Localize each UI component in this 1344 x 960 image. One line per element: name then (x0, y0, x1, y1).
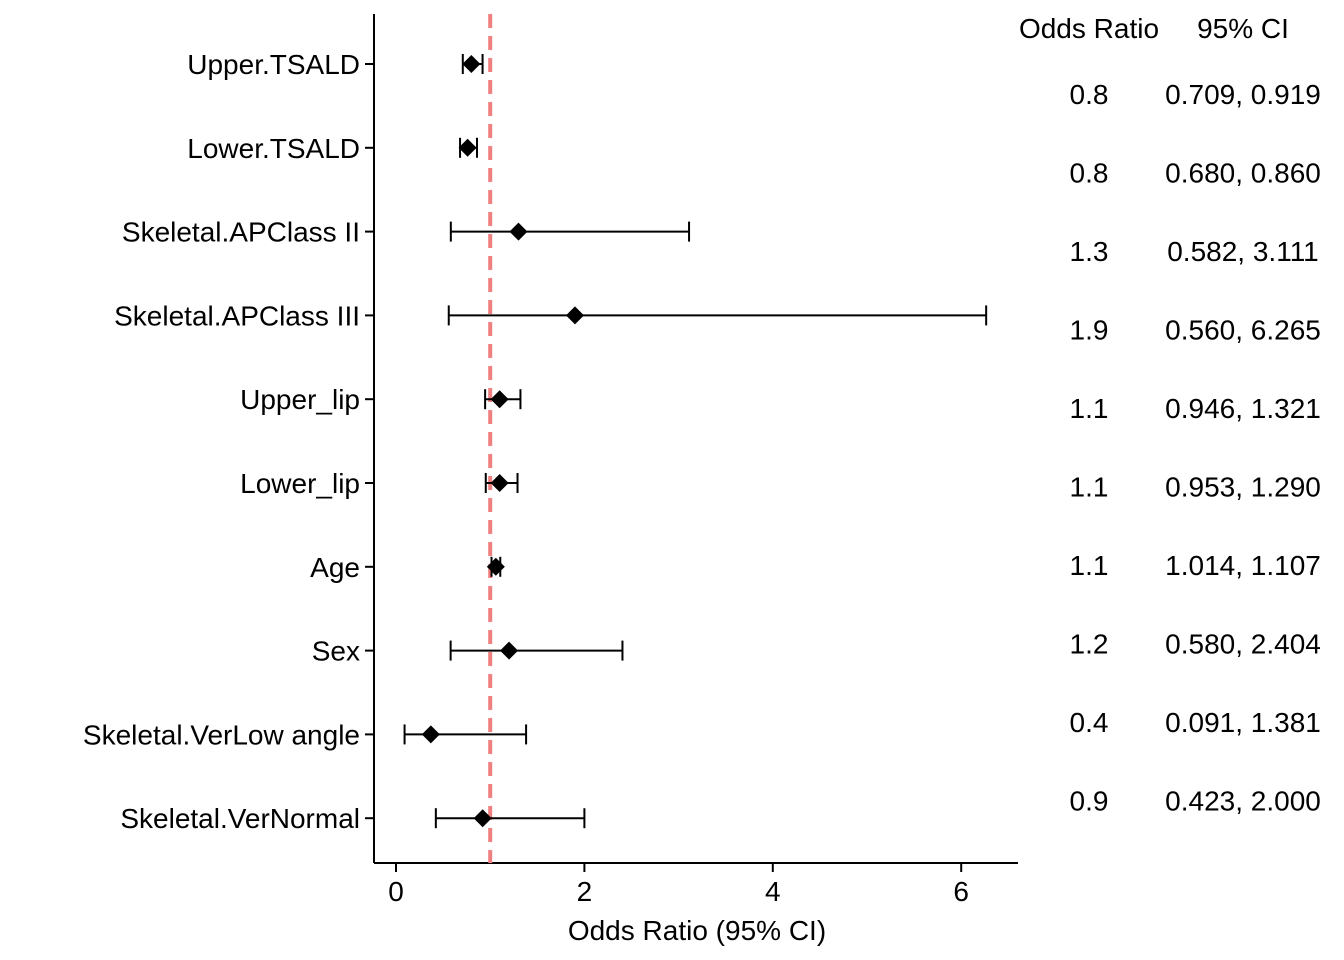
table-odds-ratio-value: 1.1 (1070, 550, 1109, 581)
table-odds-ratio-value: 0.4 (1070, 707, 1109, 738)
point-estimate-diamond (486, 557, 505, 576)
table-ci-value: 1.014, 1.107 (1165, 550, 1321, 581)
point-estimate-diamond (462, 55, 481, 73)
point-estimate-diamond (458, 138, 477, 157)
table-ci-value: 0.709, 0.919 (1165, 79, 1321, 110)
table-odds-ratio-value: 1.1 (1070, 393, 1109, 424)
point-estimate-diamond (421, 725, 440, 744)
y-tick-label: Upper.TSALD (187, 49, 360, 80)
table-odds-ratio-value: 0.9 (1070, 786, 1109, 817)
y-tick-label: Skeletal.APClass II (122, 217, 360, 248)
point-estimate-diamond (473, 809, 492, 828)
table-ci-value: 0.423, 2.000 (1165, 786, 1321, 817)
table-odds-ratio-value: 1.3 (1070, 236, 1109, 267)
table-ci-value: 0.946, 1.321 (1165, 393, 1321, 424)
x-axis-label: Odds Ratio (95% CI) (568, 915, 826, 946)
x-tick-label: 0 (388, 876, 404, 907)
plot-area: 0 2 4 6 Upper.TSALD 0.8 0.709, 0.919 Lower.TSAL… (83, 14, 1321, 907)
table-odds-ratio-value: 1.9 (1070, 315, 1109, 346)
y-tick-label: Sex (312, 636, 360, 667)
table-odds-ratio-value: 0.8 (1070, 158, 1109, 189)
y-tick-label: Lower_lip (240, 468, 360, 499)
point-estimate-diamond (565, 306, 584, 325)
y-tick-label: Skeletal.APClass III (114, 300, 360, 331)
point-estimate-diamond (500, 641, 519, 660)
table-odds-ratio-value: 0.8 (1070, 79, 1109, 110)
point-estimate-diamond (490, 390, 509, 409)
x-tick-label: 2 (577, 876, 593, 907)
table-ci-value: 0.582, 3.111 (1167, 236, 1319, 267)
table-ci-value: 0.680, 0.860 (1165, 158, 1321, 189)
y-tick-label: Lower.TSALD (187, 133, 360, 164)
table-odds-ratio-value: 1.2 (1070, 629, 1109, 660)
y-tick-label: Age (310, 552, 360, 583)
point-estimate-diamond (509, 222, 528, 241)
table-header-95-ci: 95% CI (1197, 13, 1289, 44)
table-ci-value: 0.580, 2.404 (1165, 629, 1321, 660)
table-ci-value: 0.091, 1.381 (1165, 707, 1321, 738)
y-tick-label: Skeletal.VerNormal (120, 803, 360, 834)
x-tick-label: 4 (765, 876, 781, 907)
table-header-odds-ratio: Odds Ratio (1019, 13, 1159, 44)
x-tick-label: 6 (953, 876, 969, 907)
y-tick-label: Upper_lip (240, 384, 360, 415)
table-odds-ratio-value: 1.1 (1070, 472, 1109, 503)
table-ci-value: 0.560, 6.265 (1165, 315, 1321, 346)
table-ci-value: 0.953, 1.290 (1165, 472, 1321, 503)
y-tick-label: Skeletal.VerLow angle (83, 719, 360, 750)
point-estimate-diamond (490, 474, 509, 492)
